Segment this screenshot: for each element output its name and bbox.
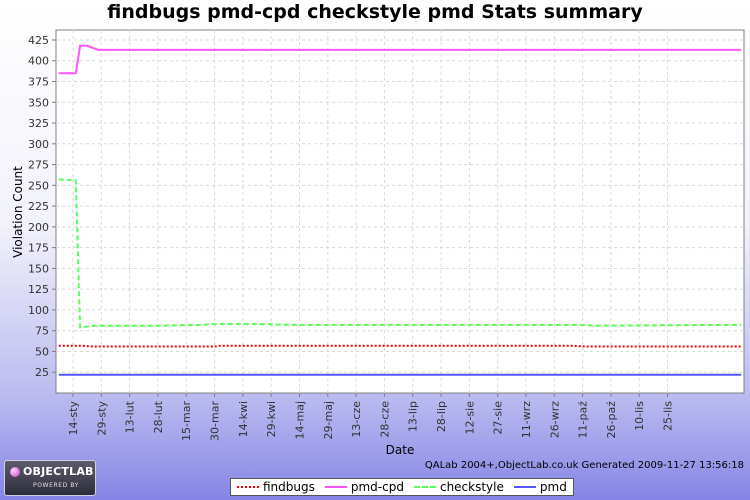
series-line-findbugs [58,344,742,348]
y-tick-label: 400 [28,55,49,68]
x-tick-label: 14-sty [67,401,80,436]
y-tick-label: 225 [28,200,49,213]
legend-label-findbugs: findbugs [263,480,315,494]
x-tick-label: 28-cze [378,401,391,438]
legend-swatch-pmd-cpd [324,486,347,488]
logo-main-text: OBJECTLAB [23,465,94,478]
legend-item-findbugs: findbugs [237,480,315,494]
objectlab-logo: OBJECTLAB POWERED BY [4,460,96,496]
legend-label-pmd: pmd [539,480,567,494]
y-tick-label: 200 [28,221,49,234]
x-tick-label: 13-lut [124,400,137,433]
y-tick-label: 100 [28,304,49,317]
x-tick-label: 29-maj [322,401,335,439]
x-tick-label: 25-lis [662,401,675,431]
legend-label-checkstyle: checkstyle [439,480,504,494]
x-tick-label: 30-mar [209,401,222,441]
y-tick-label: 125 [28,283,49,296]
x-tick-label: 13-cze [350,401,363,438]
series-line-pmd-cpd [58,44,742,75]
legend: findbugs pmd-cpd checkstyle pmd [230,478,574,496]
y-tick-label: 325 [28,117,49,130]
legend-swatch-findbugs [237,486,259,488]
logo-sub-text: POWERED BY [33,482,80,489]
plot-area [55,29,745,394]
y-tick-label: 275 [28,159,49,172]
x-tick-label: 29-kwi [265,401,278,437]
x-tick-label: 12-sie [463,401,476,435]
x-tick-label: 10-lis [633,401,646,431]
y-tick-label: 150 [28,262,49,275]
series-group [58,44,742,376]
x-tick-label: 13-lip [407,401,420,432]
y-axis: 25 50 75 100 125 150 175 200 225 250 275 300 325 350 3… [28,34,56,379]
grid [56,30,744,393]
logo-dot-icon [10,467,20,477]
x-tick-label: 15-mar [180,401,193,441]
x-tick-label: 27-sie [492,401,505,435]
x-tick-label: 26-wrz [548,401,561,438]
legend-item-pmd: pmd [513,480,567,494]
x-tick-label: 11-wrz [520,401,533,438]
y-tick-label: 25 [35,366,49,379]
y-axis-label: Violation Count [11,166,25,258]
y-tick-label: 375 [28,76,49,89]
legend-label-pmd-cpd: pmd-cpd [350,480,404,494]
legend-swatch-pmd [513,486,536,488]
series-line-checkstyle [58,178,742,329]
chart-title: findbugs pmd-cpd checkstyle pmd Stats su… [107,1,643,23]
x-axis-label: Date [386,443,415,457]
legend-item-pmd-cpd: pmd-cpd [324,480,404,494]
legend-item-checkstyle: checkstyle [413,480,504,494]
y-tick-label: 75 [35,325,49,338]
x-tick-label: 26-paź [605,401,618,439]
y-tick-label: 50 [35,345,49,358]
x-tick-label: 14-maj [293,401,306,439]
x-tick-label: 28-lut [152,400,165,433]
y-tick-label: 350 [28,96,49,109]
footer-credit: QALab 2004+,ObjectLab.co.uk Generated 20… [424,460,744,471]
x-tick-label: 28-lip [435,401,448,432]
y-tick-label: 425 [28,34,49,47]
y-tick-label: 250 [28,179,49,192]
x-axis: 14-sty 29-sty 13-lut 28-lut 15-mar 30-mar 14-k… [67,393,675,441]
legend-swatch-checkstyle [413,486,436,488]
x-tick-label: 11-paź [577,401,590,439]
x-tick-label: 14-kwi [237,401,250,437]
y-tick-label: 300 [28,138,49,151]
x-tick-label: 29-sty [95,401,108,436]
y-tick-label: 175 [28,242,49,255]
